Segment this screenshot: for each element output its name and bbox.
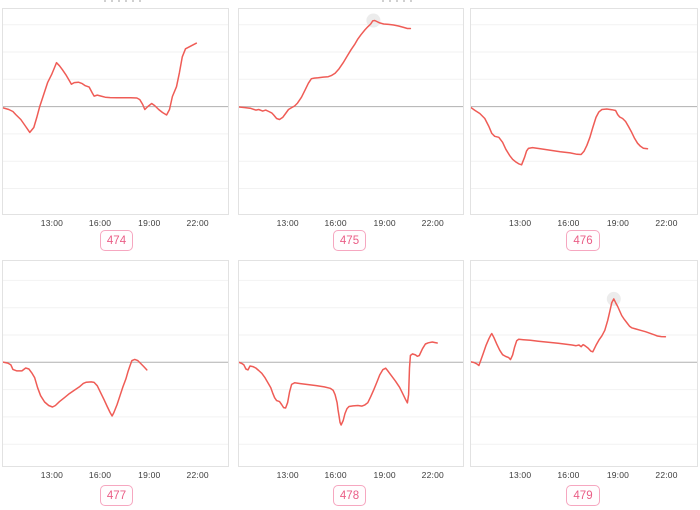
chart-panel-474: 13:00 16:00 19:00 22:00 474 bbox=[0, 0, 233, 255]
badge-row: 477 bbox=[0, 485, 233, 507]
x-tick-label: 22:00 bbox=[655, 470, 678, 480]
x-tick-label: 13:00 bbox=[509, 470, 532, 480]
x-tick-label: 16:00 bbox=[324, 470, 347, 480]
plot-area-475 bbox=[238, 8, 464, 215]
chart-panel-475: 13:00 16:00 19:00 22:00 475 bbox=[233, 0, 466, 255]
plot-area-477 bbox=[2, 260, 229, 467]
chart-panel-478: 13:00 16:00 19:00 22:00 478 bbox=[233, 255, 466, 510]
x-tick-label: 16:00 bbox=[88, 218, 112, 228]
chart-number-badge-474[interactable]: 474 bbox=[99, 230, 134, 252]
badge-row: 478 bbox=[233, 485, 466, 507]
series-line-476 bbox=[471, 106, 649, 166]
x-tick-label: 19:00 bbox=[606, 218, 630, 228]
series-line-474 bbox=[3, 42, 198, 134]
plot-area-474 bbox=[2, 8, 229, 215]
chart-canvas-476 bbox=[471, 24, 697, 189]
x-tick-label: 16:00 bbox=[557, 218, 580, 228]
series-line-478 bbox=[239, 341, 438, 426]
x-tick-label: 13:00 bbox=[40, 218, 64, 228]
x-axis-475: 13:00 16:00 19:00 22:00 bbox=[238, 218, 464, 230]
x-tick-label: 22:00 bbox=[186, 218, 209, 228]
x-tick-label: 16:00 bbox=[557, 470, 580, 480]
x-tick-label: 16:00 bbox=[324, 218, 347, 228]
x-tick-label: 19:00 bbox=[138, 218, 161, 228]
badge-row: 475 bbox=[233, 230, 466, 252]
chart-panel-477: 13:00 16:00 19:00 22:00 477 bbox=[0, 255, 233, 510]
clipped-title-remnant bbox=[104, 0, 144, 2]
x-tick-label: 22:00 bbox=[655, 218, 678, 228]
x-tick-label: 13:00 bbox=[509, 218, 532, 228]
chart-canvas-475 bbox=[239, 13, 463, 189]
x-axis-474: 13:00 16:00 19:00 22:00 bbox=[2, 218, 229, 230]
plot-area-478 bbox=[238, 260, 464, 467]
chart-panel-476: 13:00 16:00 19:00 22:00 476 bbox=[466, 0, 700, 255]
x-axis-476: 13:00 16:00 19:00 22:00 bbox=[470, 218, 698, 230]
x-tick-label: 19:00 bbox=[373, 470, 396, 480]
x-tick-label: 22:00 bbox=[421, 218, 444, 228]
plot-area-479 bbox=[470, 260, 698, 467]
x-axis-478: 13:00 16:00 19:00 22:00 bbox=[238, 470, 464, 482]
chart-canvas-474 bbox=[3, 24, 228, 189]
x-tick-label: 22:00 bbox=[186, 470, 209, 480]
plot-area-476 bbox=[470, 8, 698, 215]
badge-row: 476 bbox=[466, 230, 700, 252]
x-tick-label: 13:00 bbox=[276, 218, 299, 228]
chart-canvas-477 bbox=[3, 279, 228, 445]
chart-number-badge-478[interactable]: 478 bbox=[332, 485, 367, 507]
x-tick-label: 22:00 bbox=[421, 470, 444, 480]
chart-number-badge-479[interactable]: 479 bbox=[566, 485, 600, 507]
chart-number-badge-475[interactable]: 475 bbox=[332, 230, 367, 252]
x-tick-label: 13:00 bbox=[40, 470, 64, 480]
chart-number-badge-477[interactable]: 477 bbox=[99, 485, 134, 507]
x-tick-label: 19:00 bbox=[138, 470, 161, 480]
badge-row: 474 bbox=[0, 230, 233, 252]
series-line-479 bbox=[471, 298, 667, 367]
chart-panel-479: 13:00 16:00 19:00 22:00 479 bbox=[466, 255, 700, 510]
series-line-475 bbox=[239, 19, 412, 121]
x-axis-479: 13:00 16:00 19:00 22:00 bbox=[470, 470, 698, 482]
x-tick-label: 13:00 bbox=[276, 470, 299, 480]
chart-canvas-478 bbox=[239, 279, 463, 445]
x-axis-477: 13:00 16:00 19:00 22:00 bbox=[2, 470, 229, 482]
chart-number-badge-476[interactable]: 476 bbox=[566, 230, 600, 252]
clipped-title-remnant bbox=[382, 0, 414, 2]
x-tick-label: 19:00 bbox=[606, 470, 630, 480]
chart-canvas-479 bbox=[471, 279, 697, 445]
badge-row: 479 bbox=[466, 485, 700, 507]
series-line-477 bbox=[3, 358, 148, 417]
x-tick-label: 19:00 bbox=[373, 218, 396, 228]
x-tick-label: 16:00 bbox=[88, 470, 112, 480]
